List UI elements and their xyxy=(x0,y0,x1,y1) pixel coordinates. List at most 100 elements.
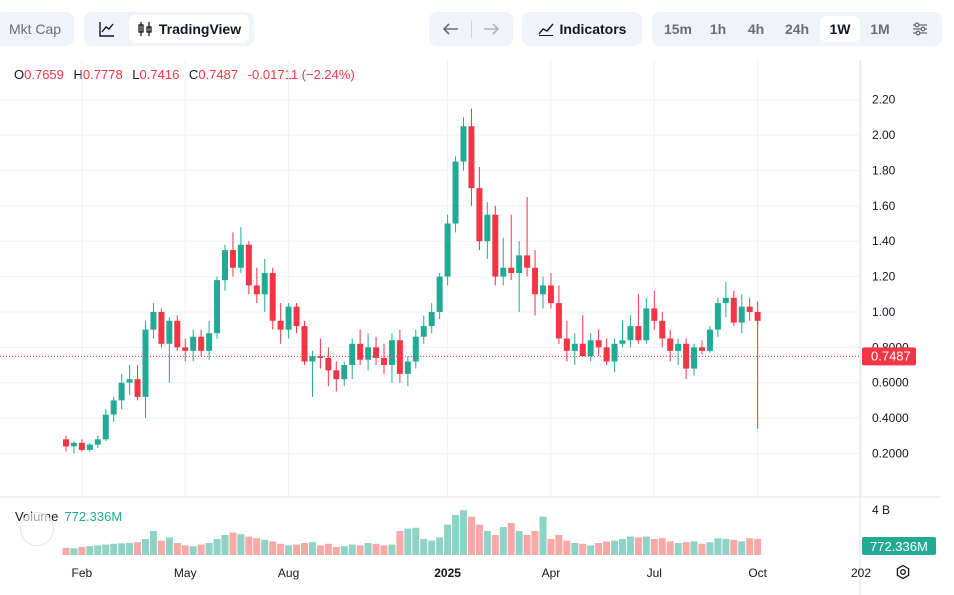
volume-bar xyxy=(149,531,157,555)
candle xyxy=(706,326,713,353)
timeframe-1h[interactable]: 1h xyxy=(709,21,727,37)
candle xyxy=(373,336,380,366)
indicators-group: Indicators xyxy=(522,12,642,46)
candlestick-icon xyxy=(138,22,152,36)
candle xyxy=(142,320,149,419)
volume-bar xyxy=(595,543,603,555)
price-tick-label: 1.80 xyxy=(872,163,896,177)
candle xyxy=(675,338,682,366)
candle xyxy=(412,329,419,369)
candle xyxy=(198,329,205,357)
volume-bar xyxy=(642,536,650,555)
volume-bar xyxy=(205,543,213,555)
volume-bar xyxy=(436,537,444,555)
volume-bar xyxy=(507,523,515,555)
volume-bar xyxy=(277,543,285,555)
volume-bar xyxy=(674,543,682,555)
low-key: L xyxy=(132,67,140,82)
price-tick-label: 0.8000 xyxy=(872,340,909,354)
volume-bar xyxy=(714,538,722,555)
candle xyxy=(667,329,674,362)
volume-bar xyxy=(364,543,372,555)
volume-bar xyxy=(754,539,762,555)
volume-bar xyxy=(690,541,698,555)
candle xyxy=(404,356,411,387)
volume-bar xyxy=(682,542,690,555)
volume-value: 772.336M xyxy=(64,509,123,524)
timeframe-24h[interactable]: 24h xyxy=(784,21,810,37)
candle xyxy=(269,267,276,330)
volume-bar xyxy=(634,537,642,555)
candle xyxy=(500,237,507,286)
back-button[interactable] xyxy=(435,16,467,42)
volume-bar xyxy=(110,543,118,555)
volume-bar xyxy=(626,536,634,555)
high-key: H xyxy=(73,67,83,82)
candle xyxy=(508,214,515,281)
indicators-button[interactable]: Indicators xyxy=(522,12,642,46)
candle xyxy=(627,315,634,348)
volume-bar xyxy=(619,539,626,555)
mkt-cap-button[interactable]: Mkt Cap xyxy=(8,21,62,37)
volume-badge: 772.336M xyxy=(862,537,936,555)
candle xyxy=(428,303,435,334)
candle xyxy=(94,435,101,449)
close-value: 0.7487 xyxy=(198,67,239,82)
volume-bar xyxy=(404,528,412,555)
volume-bar xyxy=(348,544,356,555)
volume-bar xyxy=(579,543,587,555)
volume-bar xyxy=(499,527,507,555)
candle xyxy=(571,333,578,366)
timeframe-1w[interactable]: 1W xyxy=(820,16,860,42)
volume-bar xyxy=(165,537,173,555)
open-key: O xyxy=(14,67,25,82)
chart-settings-button[interactable] xyxy=(904,16,936,42)
volume-bar xyxy=(722,539,730,555)
volume-bar xyxy=(62,547,70,555)
volume-bar xyxy=(285,545,293,555)
candle xyxy=(285,303,292,339)
candle xyxy=(166,317,173,383)
time-axis[interactable]: Feb May Aug 2025 Apr Jul Oct 202 xyxy=(72,566,872,580)
candle xyxy=(420,315,427,344)
forward-button[interactable] xyxy=(475,16,507,42)
volume-bar xyxy=(412,527,420,555)
line-chart-button[interactable] xyxy=(92,16,122,42)
volume-bar xyxy=(356,545,364,555)
price-tick-label: 2.00 xyxy=(872,128,896,142)
timeframe-group: 15m 1h 4h 24h 1W 1M xyxy=(652,12,942,46)
candle xyxy=(611,338,618,373)
candle xyxy=(476,166,483,251)
volume-bar xyxy=(157,540,165,555)
volume-bar xyxy=(213,539,221,555)
timeframe-4h[interactable]: 4h xyxy=(747,21,765,37)
candle xyxy=(444,214,451,286)
volume-bar xyxy=(483,531,491,555)
volume-bar xyxy=(587,545,595,555)
candle xyxy=(325,347,332,387)
candle xyxy=(714,297,721,337)
candle xyxy=(102,409,109,442)
candle xyxy=(86,442,93,452)
time-tick-label: Feb xyxy=(72,566,93,580)
volume-bar xyxy=(547,539,555,555)
ohlc-legend: O0.7659 H0.7778 L0.7416 C0.7487 -0.01711… xyxy=(14,67,361,82)
candle xyxy=(484,202,491,259)
volume-bar xyxy=(94,545,102,555)
price-tick-label: 2.20 xyxy=(872,93,896,107)
candle xyxy=(738,294,745,334)
timeframe-15m[interactable]: 15m xyxy=(663,21,693,37)
candle xyxy=(293,303,300,334)
indicators-label: Indicators xyxy=(559,21,627,37)
candle xyxy=(309,350,316,397)
gear-icon xyxy=(896,564,910,580)
tradingview-button[interactable]: TradingView xyxy=(129,15,249,43)
volume-bar xyxy=(444,524,452,555)
time-tick-label: 2025 xyxy=(434,566,461,580)
candle xyxy=(603,338,610,366)
candle xyxy=(595,329,602,357)
volume-bar xyxy=(428,540,436,555)
timeframe-1m[interactable]: 1M xyxy=(870,21,890,37)
axis-settings-button[interactable] xyxy=(893,562,913,582)
